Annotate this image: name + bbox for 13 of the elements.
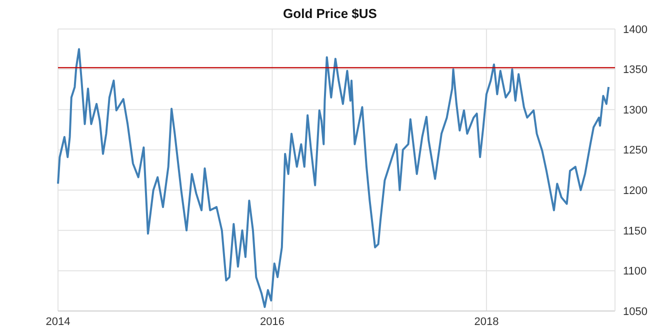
line-series (57, 48, 610, 308)
y-tick-label: 1050 (623, 306, 648, 318)
y-tick-label: 1150 (623, 225, 647, 238)
x-tick-label: 2016 (260, 316, 284, 328)
y-tick-label: 1350 (623, 64, 648, 76)
x-tick-label: 2018 (474, 316, 499, 328)
chart-title: Gold Price $US (283, 6, 378, 21)
y-tick-label: 1250 (623, 144, 648, 157)
x-tick-label: 2014 (46, 316, 70, 328)
y-tick-label: 1300 (623, 104, 648, 116)
y-tick-label: 1200 (623, 184, 648, 197)
y-tick-label: 1100 (623, 266, 647, 278)
y-tick-label: 1400 (623, 24, 648, 36)
